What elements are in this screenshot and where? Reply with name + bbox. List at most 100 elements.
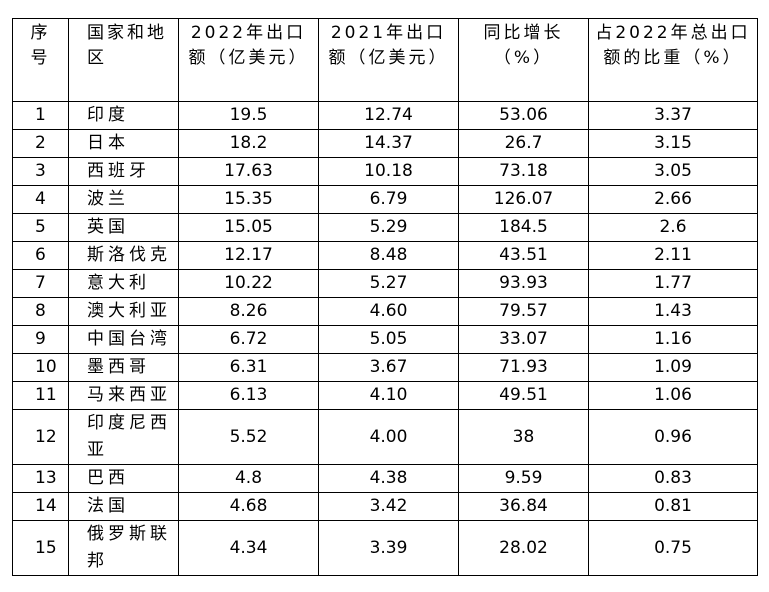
- cell: 3: [12, 157, 69, 186]
- cell: 3.42: [318, 492, 459, 521]
- table-row: 8 澳大利亚 8.26 4.60 79.57 1.43: [12, 297, 758, 326]
- country-cell: 斯洛伐克: [68, 241, 179, 270]
- cell: 11: [12, 381, 69, 410]
- table-row: 15 俄罗斯联邦 4.34 3.39 28.02 0.75: [12, 520, 758, 576]
- cell: 4.38: [318, 464, 459, 493]
- table-row: 6 斯洛伐克 12.17 8.48 43.51 2.11: [12, 241, 758, 270]
- cell: 3.39: [318, 520, 459, 576]
- table-row: 14 法国 4.68 3.42 36.84 0.81: [12, 492, 758, 521]
- country-cell: 西班牙: [68, 157, 179, 186]
- cell: 28.02: [458, 520, 589, 576]
- table-row: 3 西班牙 17.63 10.18 73.18 3.05: [12, 157, 758, 186]
- cell: 36.84: [458, 492, 589, 521]
- cell: 5.05: [318, 325, 459, 354]
- cell: 14.37: [318, 129, 459, 158]
- country-cell: 澳大利亚: [68, 297, 179, 326]
- country-cell: 中国台湾: [68, 325, 179, 354]
- country-cell: 意大利: [68, 269, 179, 298]
- cell: 8: [12, 297, 69, 326]
- cell: 1.43: [588, 297, 758, 326]
- cell: 184.5: [458, 213, 589, 242]
- cell: 0.83: [588, 464, 758, 493]
- cell: 3.67: [318, 353, 459, 382]
- cell: 6.79: [318, 185, 459, 214]
- cell: 12: [12, 409, 69, 465]
- cell: 6.72: [178, 325, 319, 354]
- cell: 18.2: [178, 129, 319, 158]
- cell: 1: [12, 101, 69, 130]
- country-cell: 法国: [68, 492, 179, 521]
- cell: 0.75: [588, 520, 758, 576]
- country-cell: 俄罗斯联邦: [68, 520, 179, 576]
- cell: 15.35: [178, 185, 319, 214]
- cell: 4.00: [318, 409, 459, 465]
- cell: 53.06: [458, 101, 589, 130]
- table-row: 2 日本 18.2 14.37 26.7 3.15: [12, 129, 758, 158]
- cell: 6.13: [178, 381, 319, 410]
- cell: 10: [12, 353, 69, 382]
- country-cell: 日本: [68, 129, 179, 158]
- table-body: 1 印度 19.5 12.74 53.06 3.37 2 日本 18.2 14.37 26.7 3.1…: [12, 101, 758, 576]
- cell: 12.74: [318, 101, 459, 130]
- cell: 5.52: [178, 409, 319, 465]
- cell: 1.77: [588, 269, 758, 298]
- cell: 38: [458, 409, 589, 465]
- cell: 10.22: [178, 269, 319, 298]
- cell: 9.59: [458, 464, 589, 493]
- cell: 26.7: [458, 129, 589, 158]
- cell: 10.18: [318, 157, 459, 186]
- header-row: 序号 国家和地区 2022年出口额（亿美元） 2021年出口额（亿美元） 同比增长（%）…: [12, 18, 758, 102]
- cell: 79.57: [458, 297, 589, 326]
- header-cell: 国家和地区: [68, 18, 179, 102]
- table-row: 7 意大利 10.22 5.27 93.93 1.77: [12, 269, 758, 298]
- table-row: 10 墨西哥 6.31 3.67 71.93 1.09: [12, 353, 758, 382]
- cell: 5.27: [318, 269, 459, 298]
- table-row: 11 马来西亚 6.13 4.10 49.51 1.06: [12, 381, 758, 410]
- cell: 33.07: [458, 325, 589, 354]
- cell: 2: [12, 129, 69, 158]
- header-cell: 2022年出口额（亿美元）: [178, 18, 319, 102]
- country-cell: 波兰: [68, 185, 179, 214]
- cell: 4.10: [318, 381, 459, 410]
- cell: 14: [12, 492, 69, 521]
- country-cell: 印度尼西亚: [68, 409, 179, 465]
- cell: 93.93: [458, 269, 589, 298]
- cell: 5.29: [318, 213, 459, 242]
- country-cell: 印度: [68, 101, 179, 130]
- table-row: 12 印度尼西亚 5.52 4.00 38 0.96: [12, 409, 758, 465]
- cell: 0.96: [588, 409, 758, 465]
- cell: 19.5: [178, 101, 319, 130]
- cell: 4: [12, 185, 69, 214]
- data-table: 序号 国家和地区 2022年出口额（亿美元） 2021年出口额（亿美元） 同比增长（%）…: [12, 18, 758, 576]
- cell: 2.11: [588, 241, 758, 270]
- country-cell: 巴西: [68, 464, 179, 493]
- cell: 1.06: [588, 381, 758, 410]
- country-cell: 墨西哥: [68, 353, 179, 382]
- table-row: 13 巴西 4.8 4.38 9.59 0.83: [12, 464, 758, 493]
- cell: 12.17: [178, 241, 319, 270]
- cell: 71.93: [458, 353, 589, 382]
- cell: 6.31: [178, 353, 319, 382]
- cell: 43.51: [458, 241, 589, 270]
- country-cell: 英国: [68, 213, 179, 242]
- header-cell: 同比增长（%）: [458, 18, 589, 102]
- table-row: 9 中国台湾 6.72 5.05 33.07 1.16: [12, 325, 758, 354]
- cell: 2.66: [588, 185, 758, 214]
- table-row: 1 印度 19.5 12.74 53.06 3.37: [12, 101, 758, 130]
- header-cell: 占2022年总出口额的比重（%）: [588, 18, 758, 102]
- cell: 2.6: [588, 213, 758, 242]
- cell: 4.34: [178, 520, 319, 576]
- cell: 3.05: [588, 157, 758, 186]
- cell: 1.09: [588, 353, 758, 382]
- country-cell: 马来西亚: [68, 381, 179, 410]
- cell: 4.68: [178, 492, 319, 521]
- cell: 1.16: [588, 325, 758, 354]
- cell: 73.18: [458, 157, 589, 186]
- cell: 3.15: [588, 129, 758, 158]
- cell: 0.81: [588, 492, 758, 521]
- cell: 49.51: [458, 381, 589, 410]
- cell: 17.63: [178, 157, 319, 186]
- cell: 8.26: [178, 297, 319, 326]
- cell: 15.05: [178, 213, 319, 242]
